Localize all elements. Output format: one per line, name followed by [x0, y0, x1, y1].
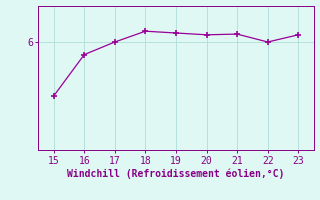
X-axis label: Windchill (Refroidissement éolien,°C): Windchill (Refroidissement éolien,°C)	[67, 168, 285, 179]
